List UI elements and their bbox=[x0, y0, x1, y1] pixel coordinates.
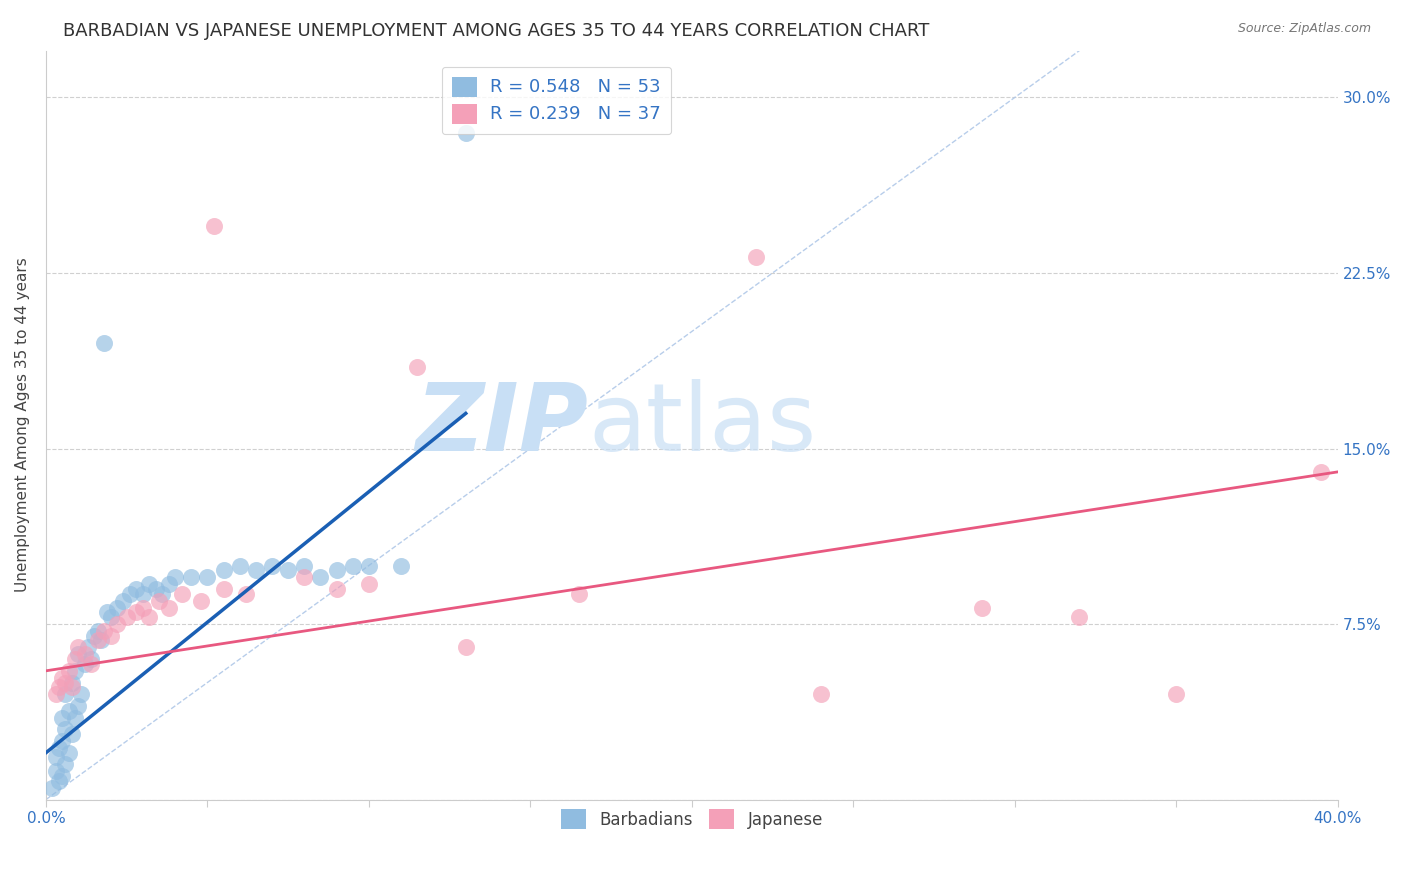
Point bbox=[73, 648, 96, 662]
Point bbox=[105, 600, 128, 615]
Point bbox=[51, 734, 73, 748]
Point bbox=[212, 563, 235, 577]
Point bbox=[292, 570, 315, 584]
Text: BARBADIAN VS JAPANESE UNEMPLOYMENT AMONG AGES 35 TO 44 YEARS CORRELATION CHART: BARBADIAN VS JAPANESE UNEMPLOYMENT AMONG… bbox=[63, 22, 929, 40]
Point bbox=[309, 570, 332, 584]
Point bbox=[83, 629, 105, 643]
Point bbox=[342, 558, 364, 573]
Point bbox=[80, 657, 103, 671]
Point bbox=[112, 593, 135, 607]
Point bbox=[93, 624, 115, 638]
Point bbox=[148, 593, 170, 607]
Point bbox=[67, 640, 90, 655]
Point bbox=[48, 773, 70, 788]
Point bbox=[972, 600, 994, 615]
Point bbox=[53, 723, 76, 737]
Point bbox=[60, 675, 83, 690]
Point bbox=[406, 359, 429, 374]
Point bbox=[67, 648, 90, 662]
Point bbox=[157, 600, 180, 615]
Point bbox=[80, 652, 103, 666]
Point bbox=[292, 558, 315, 573]
Point bbox=[170, 586, 193, 600]
Point bbox=[138, 577, 160, 591]
Point bbox=[96, 605, 118, 619]
Point bbox=[357, 577, 380, 591]
Point bbox=[45, 687, 67, 701]
Point bbox=[389, 558, 412, 573]
Text: ZIP: ZIP bbox=[416, 379, 589, 471]
Point bbox=[228, 558, 250, 573]
Point bbox=[48, 680, 70, 694]
Point bbox=[118, 586, 141, 600]
Point bbox=[810, 687, 832, 701]
Point bbox=[132, 586, 155, 600]
Point bbox=[277, 563, 299, 577]
Point bbox=[357, 558, 380, 573]
Point bbox=[48, 741, 70, 756]
Point bbox=[1069, 610, 1091, 624]
Point bbox=[58, 664, 80, 678]
Point bbox=[1166, 687, 1188, 701]
Point bbox=[180, 570, 202, 584]
Point bbox=[165, 570, 187, 584]
Point bbox=[70, 687, 93, 701]
Point bbox=[100, 610, 122, 624]
Point bbox=[125, 582, 148, 596]
Point bbox=[197, 570, 219, 584]
Point bbox=[58, 746, 80, 760]
Point bbox=[260, 558, 283, 573]
Point bbox=[245, 563, 267, 577]
Point bbox=[454, 126, 477, 140]
Point bbox=[45, 764, 67, 779]
Point bbox=[105, 617, 128, 632]
Point bbox=[145, 582, 167, 596]
Point bbox=[745, 250, 768, 264]
Point bbox=[86, 633, 108, 648]
Point bbox=[77, 640, 100, 655]
Y-axis label: Unemployment Among Ages 35 to 44 years: Unemployment Among Ages 35 to 44 years bbox=[15, 258, 30, 592]
Point bbox=[63, 652, 86, 666]
Point bbox=[53, 687, 76, 701]
Point bbox=[53, 757, 76, 772]
Point bbox=[45, 750, 67, 764]
Point bbox=[73, 657, 96, 671]
Point bbox=[150, 586, 173, 600]
Point bbox=[1310, 465, 1333, 479]
Point bbox=[58, 704, 80, 718]
Point bbox=[115, 610, 138, 624]
Point bbox=[202, 219, 225, 234]
Point bbox=[90, 633, 112, 648]
Point bbox=[86, 624, 108, 638]
Point bbox=[41, 780, 63, 795]
Point bbox=[53, 675, 76, 690]
Point bbox=[60, 680, 83, 694]
Point bbox=[190, 593, 212, 607]
Point bbox=[100, 629, 122, 643]
Point bbox=[212, 582, 235, 596]
Point bbox=[63, 664, 86, 678]
Point bbox=[51, 671, 73, 685]
Point bbox=[60, 727, 83, 741]
Legend: Barbadians, Japanese: Barbadians, Japanese bbox=[554, 803, 830, 836]
Point bbox=[568, 586, 591, 600]
Point bbox=[325, 582, 347, 596]
Point bbox=[454, 640, 477, 655]
Point bbox=[93, 336, 115, 351]
Point bbox=[67, 698, 90, 713]
Point bbox=[51, 769, 73, 783]
Point bbox=[63, 711, 86, 725]
Point bbox=[138, 610, 160, 624]
Point bbox=[325, 563, 347, 577]
Point bbox=[125, 605, 148, 619]
Point bbox=[235, 586, 257, 600]
Text: atlas: atlas bbox=[589, 379, 817, 471]
Point bbox=[132, 600, 155, 615]
Text: Source: ZipAtlas.com: Source: ZipAtlas.com bbox=[1237, 22, 1371, 36]
Point bbox=[51, 711, 73, 725]
Point bbox=[157, 577, 180, 591]
